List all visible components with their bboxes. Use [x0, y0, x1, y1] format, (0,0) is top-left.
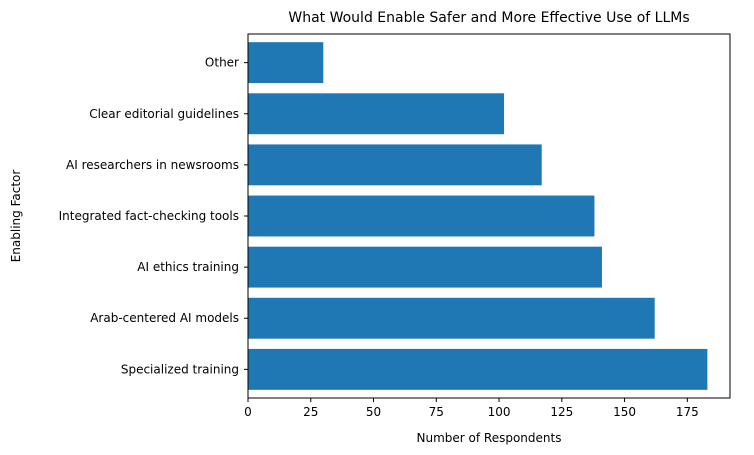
bar-5: [248, 93, 505, 135]
x-tick-label-2: 50: [366, 405, 381, 419]
x-tick-label-3: 75: [429, 405, 444, 419]
x-tick-label-0: 0: [244, 405, 252, 419]
x-axis-label: Number of Respondents: [417, 431, 562, 445]
y-tick-label-4: AI researchers in newsrooms: [66, 158, 239, 172]
bar-0: [248, 348, 708, 390]
chart-title: What Would Enable Safer and More Effecti…: [288, 10, 689, 26]
x-tick-label-7: 175: [676, 405, 699, 419]
y-tick-label-1: Arab-centered AI models: [90, 311, 239, 325]
y-tick-label-2: AI ethics training: [137, 260, 239, 274]
x-ticks-group: 0 25 50 75 100 125 150 175: [244, 398, 699, 419]
plot-frame: [247, 33, 731, 399]
x-tick-label-4: 100: [488, 405, 511, 419]
bar-3: [248, 195, 595, 237]
y-axis-label: Enabling Factor: [9, 170, 23, 263]
y-tick-label-6: Other: [205, 56, 239, 70]
bar-1: [248, 297, 655, 339]
y-ticks-group: Specialized training Arab-centered AI mod…: [59, 56, 248, 376]
y-tick-label-0: Specialized training: [121, 362, 239, 376]
y-tick-label-3: Integrated fact-checking tools: [59, 209, 239, 223]
x-tick-label-5: 125: [550, 405, 573, 419]
bar-6: [248, 42, 324, 84]
bars-group: [248, 42, 708, 390]
x-tick-label-1: 25: [303, 405, 318, 419]
bar-2: [248, 246, 602, 288]
x-tick-label-6: 150: [613, 405, 636, 419]
y-tick-label-5: Clear editorial guidelines: [89, 107, 239, 121]
bar-4: [248, 144, 542, 186]
